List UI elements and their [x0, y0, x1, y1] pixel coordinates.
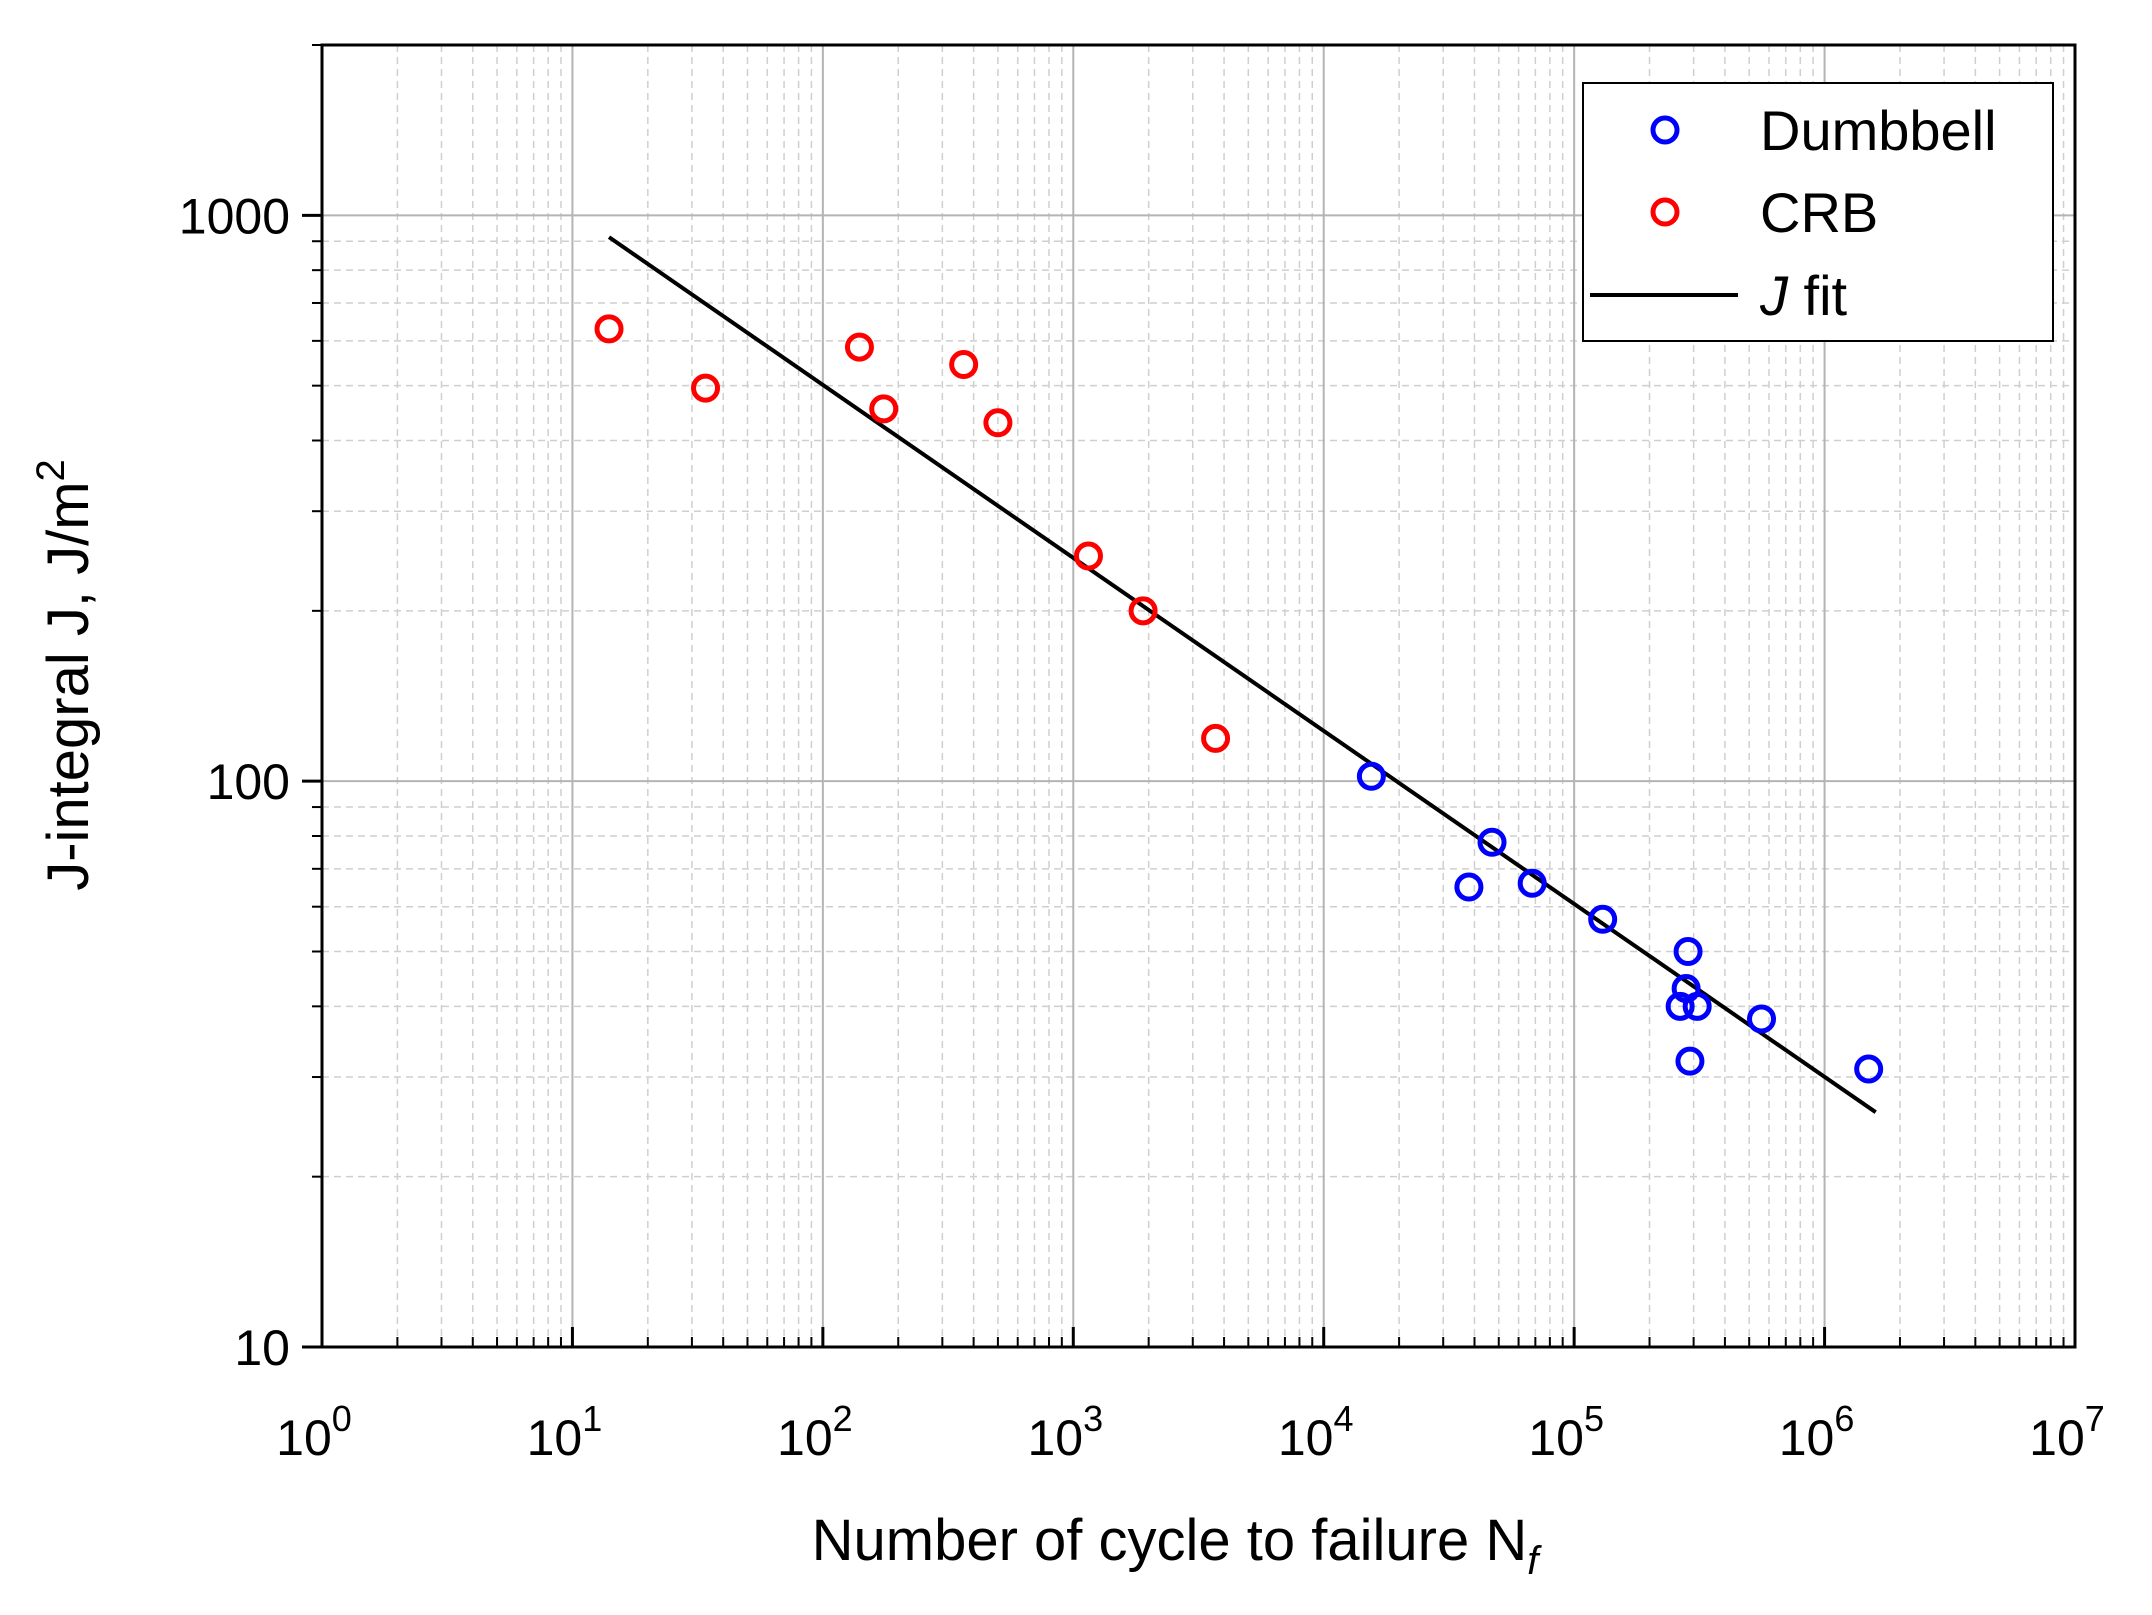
- legend-label-jfit-italic: J: [1759, 264, 1789, 327]
- fit-layer: [607, 235, 1877, 1114]
- x-tick-labels: 100 101 102 103 104 105 106 107: [276, 1398, 2105, 1466]
- x-axis-title-text: Number of cycle to failure N: [812, 1508, 1528, 1573]
- y-tick-label: 10: [234, 1320, 290, 1376]
- dumbbell-point: [1675, 1046, 1705, 1076]
- legend-label-dumbbell: Dumbbell: [1760, 99, 1997, 162]
- legend-label-jfit-rest: fit: [1788, 264, 1848, 327]
- plot-frame: [320, 43, 2077, 1349]
- x-tick-label-exponent: 0: [332, 1398, 352, 1439]
- x-tick-label: 107: [2029, 1398, 2105, 1466]
- x-tick-label-base: 10: [1027, 1410, 1083, 1466]
- y-axis-title-superscript: 2: [29, 459, 73, 481]
- x-tick-label-base: 10: [1528, 1410, 1584, 1466]
- x-tick-label-base: 10: [777, 1410, 833, 1466]
- axis-ticks: [302, 44, 2077, 1349]
- dumbbell-point: [1477, 827, 1507, 857]
- x-tick-label-base: 10: [276, 1410, 332, 1466]
- x-axis-title-subscript: f: [1527, 1539, 1542, 1583]
- legend-box: [1582, 82, 2054, 342]
- legend-label-crb: CRB: [1760, 181, 1878, 244]
- crb-point: [691, 373, 721, 403]
- dumbbell-point: [1356, 761, 1386, 791]
- dumbbell-point: [1673, 936, 1703, 966]
- fit-line: [607, 235, 1877, 1114]
- crb-point: [983, 408, 1013, 438]
- x-tick-label: 101: [527, 1398, 603, 1466]
- x-tick-label-exponent: 7: [2085, 1398, 2105, 1439]
- x-axis-title: Number of cycle to failure Nf: [812, 1508, 1543, 1583]
- x-tick-label-exponent: 3: [1083, 1398, 1103, 1439]
- crb-point: [1128, 596, 1158, 626]
- x-tick-label-exponent: 2: [833, 1398, 853, 1439]
- x-tick-label: 105: [1528, 1398, 1604, 1466]
- y-tick-label: 100: [207, 754, 290, 810]
- legend-label-jfit: J fit: [1759, 264, 1848, 327]
- dumbbell-point: [1747, 1004, 1777, 1034]
- x-tick-label-exponent: 1: [582, 1398, 602, 1439]
- y-tick-labels: 10 100 1000: [179, 188, 290, 1376]
- x-tick-label-exponent: 6: [1834, 1398, 1854, 1439]
- crb-point: [869, 394, 899, 424]
- dumbbell-point: [1588, 904, 1618, 934]
- x-tick-label-base: 10: [1278, 1410, 1334, 1466]
- legend: Dumbbell CRB J fit: [1582, 82, 2054, 342]
- x-tick-label-exponent: 4: [1334, 1398, 1354, 1439]
- dumbbell-point: [1682, 991, 1712, 1021]
- minor-grid: [322, 44, 2075, 1347]
- x-tick-label: 104: [1278, 1398, 1354, 1466]
- x-tick-label: 100: [276, 1398, 352, 1466]
- x-tick-label: 102: [777, 1398, 853, 1466]
- crb-point: [949, 349, 979, 379]
- y-axis-title: J-integral J, J/m2: [29, 459, 101, 891]
- points-layer: [594, 314, 1884, 1084]
- legend-marker-dumbbell: [1650, 115, 1680, 145]
- x-tick-label-exponent: 5: [1584, 1398, 1604, 1439]
- legend-marker-crb: [1650, 197, 1680, 227]
- x-tick-label: 103: [1027, 1398, 1103, 1466]
- crb-point: [844, 332, 874, 362]
- dumbbell-point: [1454, 872, 1484, 902]
- dumbbell-point: [1665, 991, 1695, 1021]
- crb-point: [1073, 541, 1103, 571]
- crb-point: [594, 314, 624, 344]
- y-axis-title-text: J-integral J, J/m: [36, 481, 101, 890]
- dumbbell-point: [1517, 868, 1547, 898]
- dumbbell-point: [1854, 1054, 1884, 1084]
- x-tick-label-base: 10: [1779, 1410, 1835, 1466]
- y-tick-label: 1000: [179, 188, 290, 244]
- x-tick-label: 106: [1779, 1398, 1855, 1466]
- crb-point: [1201, 723, 1231, 753]
- x-tick-label-base: 10: [2029, 1410, 2085, 1466]
- x-tick-label-base: 10: [527, 1410, 583, 1466]
